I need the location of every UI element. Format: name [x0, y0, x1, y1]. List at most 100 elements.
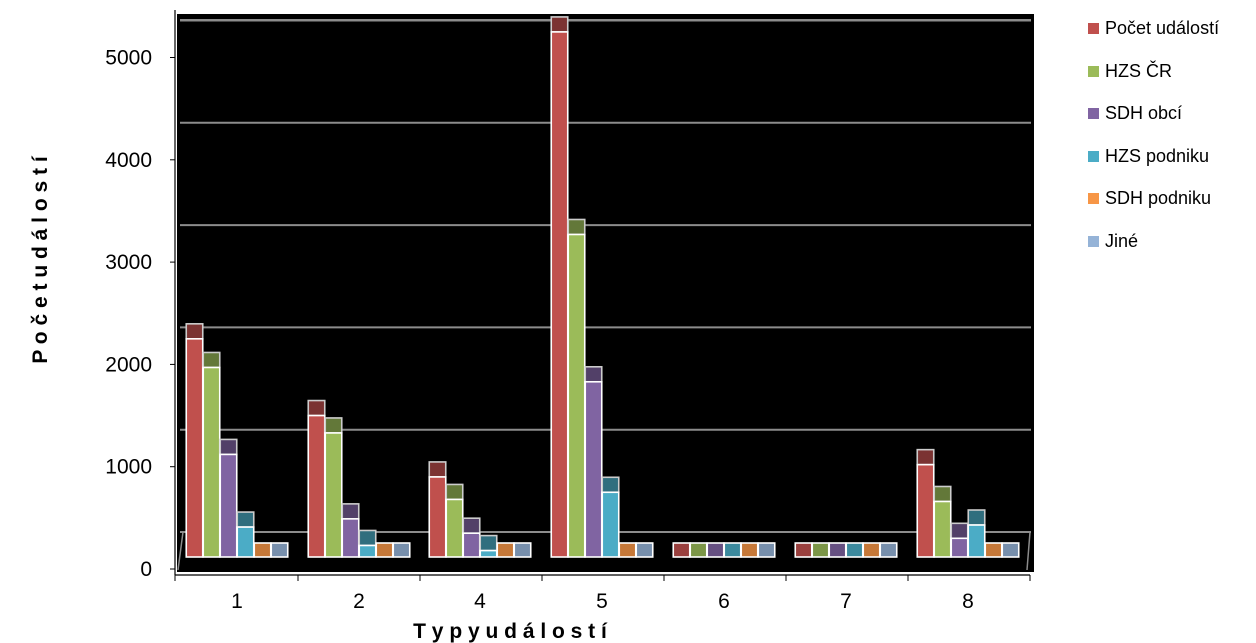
y-tick-label: 1000 [105, 456, 152, 479]
bar [672, 542, 691, 558]
bar [324, 432, 343, 558]
bar [202, 366, 221, 558]
legend-label: Počet událostí [1105, 18, 1220, 38]
bar-top [584, 365, 603, 383]
bar-top [933, 485, 952, 503]
legend-item: HZS ČR [1088, 61, 1219, 82]
bar [757, 542, 776, 558]
legend-label: SDH podniku [1105, 188, 1212, 208]
legend: Počet událostí HZS ČR SDH obcí HZS podniku S… [1088, 18, 1219, 273]
bar [462, 532, 481, 558]
bar-top [341, 503, 360, 520]
legend-item: SDH obcí [1088, 103, 1219, 124]
bar-top [236, 511, 255, 528]
bar [550, 31, 569, 558]
bars [185, 16, 1020, 558]
bar [307, 414, 326, 558]
legend-swatch [1088, 65, 1099, 77]
bar-top [445, 483, 464, 501]
legend-item: Jiné [1088, 231, 1219, 252]
bar [219, 453, 238, 558]
x-tick-label: 4 [474, 590, 486, 613]
bar [635, 542, 654, 558]
bar [740, 542, 759, 558]
bar [689, 542, 708, 558]
bar [967, 524, 986, 558]
bar [879, 542, 898, 558]
bar [828, 542, 847, 558]
bar [794, 542, 813, 558]
legend-swatch [1088, 23, 1099, 34]
bar [916, 463, 935, 558]
bar [253, 542, 272, 558]
bar [513, 542, 532, 558]
bar-top [219, 438, 238, 456]
bar-top [462, 517, 481, 534]
x-tick-label: 6 [718, 590, 730, 613]
bar-top [202, 351, 221, 369]
x-tick-labels: 1 2 4 5 6 7 8 [231, 590, 974, 613]
bar [723, 542, 742, 558]
bar-top [550, 16, 569, 33]
y-tick-label: 0 [140, 558, 152, 581]
y-tick-label: 3000 [105, 251, 152, 274]
bar [950, 537, 969, 558]
legend-label: HZS podniku [1105, 145, 1210, 166]
legend-item: SDH podniku [1088, 188, 1219, 209]
bar-top [916, 448, 935, 466]
bar [428, 476, 447, 558]
bar-top [601, 476, 620, 494]
bar [933, 500, 952, 558]
legend-label: Jiné [1105, 230, 1139, 251]
bar [496, 542, 515, 558]
bar [984, 542, 1003, 558]
bar [341, 518, 360, 558]
bar [1001, 542, 1020, 558]
bar [706, 542, 725, 558]
x-tick-label: 8 [962, 590, 974, 613]
bar [270, 542, 289, 558]
legend-swatch [1088, 108, 1099, 119]
bar [862, 542, 881, 558]
bar [185, 338, 204, 558]
legend-swatch [1088, 235, 1099, 247]
bar [601, 491, 620, 558]
bar [618, 542, 637, 558]
x-tick-label: 5 [596, 590, 608, 613]
axes [170, 10, 1031, 581]
x-tick-label: 7 [840, 590, 852, 613]
bar [479, 549, 498, 558]
bar-top [950, 522, 969, 540]
y-axis-title: P o č e t u d á l o s t í [29, 155, 52, 363]
bar [392, 542, 411, 558]
bar-top [307, 399, 326, 417]
bar-top [479, 534, 498, 552]
bar-top [324, 417, 343, 434]
bar [445, 498, 464, 558]
x-axis-title: T y p y u d á l o s t í [413, 620, 608, 643]
y-tick-label: 5000 [105, 47, 152, 70]
bar [375, 542, 394, 558]
x-tick-label: 1 [231, 590, 243, 613]
bar-top [567, 218, 586, 236]
bar [236, 526, 255, 558]
bar-top [428, 461, 447, 478]
bar-top [358, 529, 377, 547]
bar [358, 544, 377, 558]
y-tick-labels: 0 1000 2000 3000 4000 5000 [105, 47, 152, 582]
legend-swatch [1088, 193, 1099, 204]
bar-top [967, 509, 986, 526]
legend-item: HZS podniku [1088, 146, 1219, 167]
legend-swatch [1088, 150, 1099, 162]
bar [811, 542, 830, 558]
bar-top [185, 323, 204, 340]
bar [584, 380, 603, 558]
x-tick-label: 2 [353, 590, 365, 613]
bar [567, 233, 586, 558]
legend-label: SDH obcí [1105, 103, 1183, 123]
legend-label: HZS ČR [1105, 60, 1172, 81]
bar [845, 542, 864, 558]
legend-item: Počet událostí [1088, 18, 1219, 39]
y-tick-label: 2000 [105, 353, 152, 376]
